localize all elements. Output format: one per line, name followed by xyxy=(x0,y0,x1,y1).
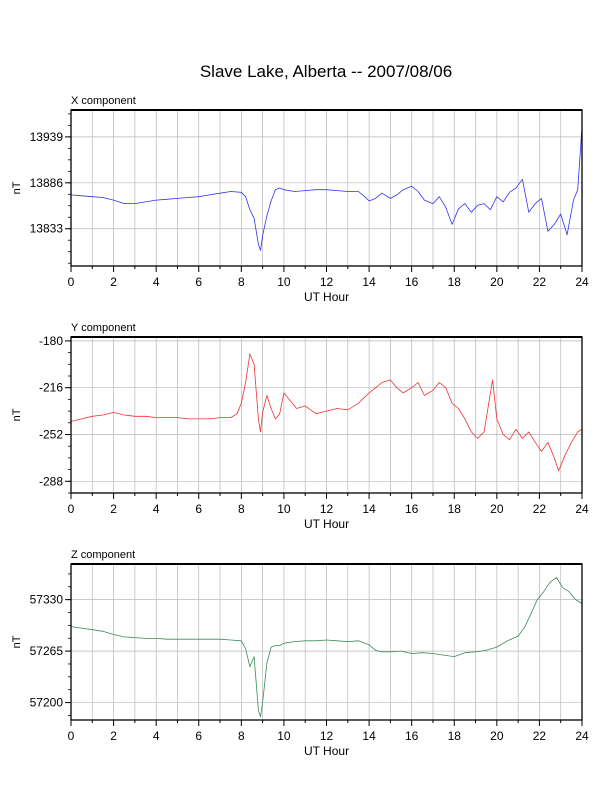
y-component-xlabel: UT Hour xyxy=(304,517,349,531)
z-component-xtick-label-2: 4 xyxy=(153,729,160,743)
y-component-xtick-label-6: 12 xyxy=(320,502,334,516)
y-component-ytick-label-1: -216 xyxy=(39,381,63,395)
x-component-xtick-label-8: 16 xyxy=(405,275,419,289)
x-component-xlabel: UT Hour xyxy=(304,290,349,304)
z-component-ylabel: nT xyxy=(11,635,23,648)
y-component-xtick-label-3: 6 xyxy=(195,502,202,516)
z-component-ytick-label-1: 57265 xyxy=(30,644,64,658)
z-component-ytick-label-2: 57330 xyxy=(30,593,64,607)
x-component-xtick-label-3: 6 xyxy=(195,275,202,289)
x-component-xtick-label-2: 4 xyxy=(153,275,160,289)
y-component-xtick-label-5: 10 xyxy=(277,502,291,516)
y-component-xtick-label-12: 24 xyxy=(575,502,589,516)
x-component-xtick-label-9: 18 xyxy=(448,275,462,289)
x-component-xtick-label-10: 20 xyxy=(490,275,504,289)
z-component-ytick-label-0: 57200 xyxy=(30,696,64,710)
y-component-xtick-label-9: 18 xyxy=(448,502,462,516)
z-component-xtick-label-0: 0 xyxy=(68,729,75,743)
y-component-ytick-label-3: -288 xyxy=(39,474,63,488)
x-component-ytick-label-2: 13939 xyxy=(30,130,64,144)
x-component-series-line xyxy=(70,127,583,251)
z-component-xtick-label-11: 22 xyxy=(533,729,547,743)
x-component-xtick-label-12: 24 xyxy=(575,275,589,289)
y-component-xtick-label-1: 2 xyxy=(110,502,117,516)
y-component-series-line xyxy=(70,353,583,472)
z-component-xtick-label-6: 12 xyxy=(320,729,334,743)
x-component-xtick-label-11: 22 xyxy=(533,275,547,289)
z-component-xtick-label-3: 6 xyxy=(195,729,202,743)
y-component-xtick-label-10: 20 xyxy=(490,502,504,516)
x-component-xtick-label-6: 12 xyxy=(320,275,334,289)
z-component-xtick-label-1: 2 xyxy=(110,729,117,743)
z-component-xtick-label-5: 10 xyxy=(277,729,291,743)
z-component-xlabel: UT Hour xyxy=(304,744,349,758)
z-component-xtick-label-10: 20 xyxy=(490,729,504,743)
z-component-xtick-label-7: 14 xyxy=(362,729,376,743)
x-component-xtick-label-0: 0 xyxy=(68,275,75,289)
z-component-label: Z component xyxy=(71,549,135,561)
y-component-ytick-label-0: -180 xyxy=(39,334,63,348)
figure-title: Slave Lake, Alberta -- 2007/08/06 xyxy=(200,62,452,81)
z-component-series-line xyxy=(70,577,583,718)
y-component-ylabel: nT xyxy=(11,408,23,421)
y-component-xtick-label-7: 14 xyxy=(362,502,376,516)
z-component-xtick-label-4: 8 xyxy=(238,729,245,743)
y-component-ytick-label-2: -252 xyxy=(39,428,63,442)
y-component-xtick-label-4: 8 xyxy=(238,502,245,516)
x-component-xtick-label-5: 10 xyxy=(277,275,291,289)
z-component-xtick-label-9: 18 xyxy=(448,729,462,743)
z-component-xtick-label-12: 24 xyxy=(575,729,589,743)
x-component-label: X component xyxy=(71,95,136,107)
y-component-xtick-label-11: 22 xyxy=(533,502,547,516)
y-component-xtick-label-0: 0 xyxy=(68,502,75,516)
y-component-xtick-label-2: 4 xyxy=(153,502,160,516)
x-component-ytick-label-0: 13833 xyxy=(30,222,64,236)
x-component-xtick-label-7: 14 xyxy=(362,275,376,289)
x-component-xtick-label-4: 8 xyxy=(238,275,245,289)
x-component-xtick-label-1: 2 xyxy=(110,275,117,289)
z-component-xtick-label-8: 16 xyxy=(405,729,419,743)
x-component-ylabel: nT xyxy=(11,181,23,194)
y-component-label: Y component xyxy=(71,322,136,334)
x-component-ytick-label-1: 13886 xyxy=(30,176,64,190)
y-component-xtick-label-8: 16 xyxy=(405,502,419,516)
